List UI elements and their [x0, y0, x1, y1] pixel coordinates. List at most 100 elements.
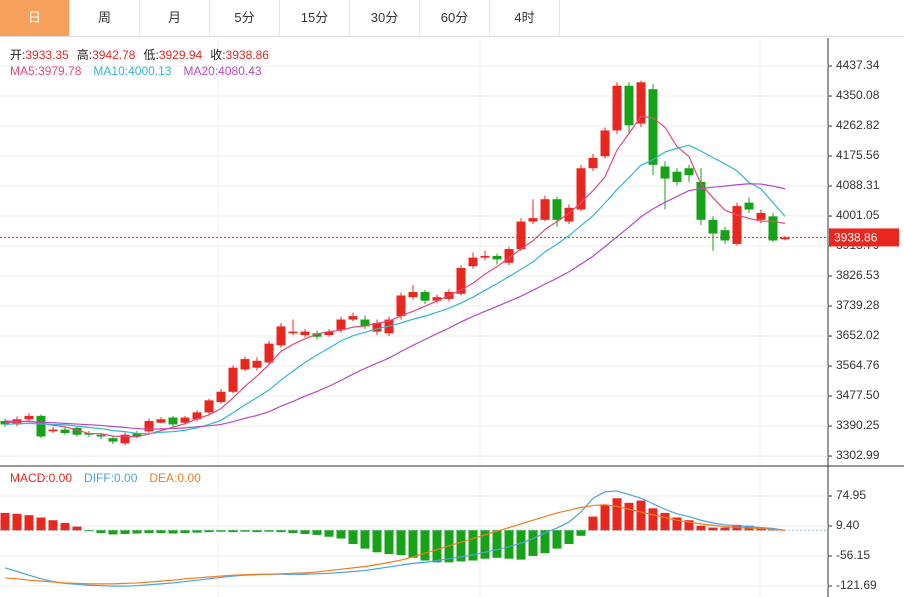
candle-body — [336, 319, 346, 330]
macd-bar — [180, 530, 190, 534]
info-value: 3933.35 — [25, 48, 69, 62]
macd-bar — [384, 530, 394, 555]
candle-body — [144, 420, 154, 432]
macd-bar — [684, 520, 694, 531]
macd-bar — [36, 517, 46, 531]
macd-bar — [336, 530, 346, 539]
macd-bar — [372, 530, 382, 553]
candle-body — [660, 166, 670, 179]
y-tick-label: 74.95 — [836, 488, 866, 502]
macd-bar — [468, 530, 478, 561]
macd-bar — [96, 530, 106, 534]
info-name: 高: — [76, 48, 93, 62]
macd-bar — [696, 525, 706, 531]
last-price-box — [829, 228, 899, 247]
macd-bar — [492, 530, 502, 558]
tab[interactable]: 5分 — [210, 0, 280, 36]
info-value: 3929.94 — [158, 48, 203, 62]
legend-value: 3979.78 — [38, 64, 82, 78]
candle-body — [672, 171, 682, 183]
macd-bar — [672, 517, 682, 531]
candle-body — [552, 199, 562, 220]
tab[interactable]: 60分 — [420, 0, 490, 36]
candle-body — [576, 168, 586, 210]
candle-body — [156, 419, 166, 423]
macd-bar — [264, 530, 274, 532]
y-tick-label: 3477.50 — [836, 388, 880, 402]
legend-name: DIFF: — [84, 471, 115, 485]
macd-line — [4, 504, 786, 585]
tab[interactable]: 月 — [140, 0, 210, 36]
macd-bar — [204, 530, 214, 533]
y-tick-label: 3390.25 — [836, 418, 880, 432]
legend-value: 4000.13 — [128, 64, 172, 78]
macd-bar — [480, 530, 490, 559]
y-tick-label: 4088.31 — [836, 178, 880, 192]
candle-body — [588, 157, 598, 169]
macd-bar — [312, 530, 322, 535]
tab[interactable]: 日 — [0, 0, 70, 36]
candle-body — [312, 333, 322, 337]
macd-bar — [612, 498, 622, 531]
candle-body — [480, 255, 490, 258]
macd-bar — [348, 530, 358, 545]
macd-bar — [72, 526, 82, 531]
macd-bar — [504, 530, 514, 559]
legend-name: MA10: — [93, 64, 129, 78]
legend-value: 4080.43 — [218, 64, 262, 78]
tab[interactable]: 15分 — [280, 0, 350, 36]
tab[interactable]: 30分 — [350, 0, 420, 36]
macd-bar — [720, 527, 730, 531]
candle-body — [720, 230, 730, 241]
candle-body — [504, 249, 514, 263]
macd-bar — [324, 530, 334, 537]
candle-body — [432, 297, 442, 301]
macd-bar — [564, 530, 574, 545]
info-name: 开: — [10, 48, 26, 62]
candle-body — [732, 206, 742, 244]
candle-body — [348, 316, 358, 320]
y-tick-label: 4350.08 — [836, 88, 880, 102]
macd-bar — [84, 530, 94, 532]
candle-body — [24, 415, 34, 420]
macd-bar — [648, 508, 658, 531]
macd-bar — [396, 530, 406, 556]
candle-body — [708, 219, 718, 234]
macd-bar — [288, 530, 298, 534]
candle-body — [396, 295, 406, 317]
candle-body — [564, 207, 574, 222]
macd-bar — [708, 527, 718, 531]
info-name: 低: — [143, 48, 159, 62]
data-layer — [0, 80, 828, 587]
macd-bar — [60, 522, 70, 531]
candle-body — [456, 267, 466, 294]
macd-bar — [528, 530, 538, 556]
candle-body — [120, 434, 130, 444]
tab[interactable]: 周 — [70, 0, 140, 36]
legend-name: MA20: — [183, 64, 219, 78]
macd-bar — [240, 530, 250, 532]
legend-value: 0.00 — [114, 471, 138, 485]
grid-layer — [0, 65, 828, 587]
candle-body — [648, 89, 658, 165]
candle-body — [756, 212, 766, 220]
macd-bar — [144, 530, 154, 534]
macd-bar — [636, 500, 646, 531]
macd-bar — [192, 530, 202, 533]
candle-body — [624, 85, 634, 126]
macd-bar — [432, 530, 442, 563]
candle-body — [288, 331, 298, 334]
tab[interactable]: 4时 — [490, 0, 560, 36]
candle-body — [168, 417, 178, 425]
candle-body — [492, 255, 502, 260]
candle-body — [204, 400, 214, 413]
macd-bar — [540, 530, 550, 554]
macd-line — [4, 490, 786, 587]
macd-bar — [168, 530, 178, 534]
info-value: 3938.86 — [225, 48, 269, 62]
macd-bar — [624, 502, 634, 531]
candle-body — [372, 322, 382, 332]
candle-body — [264, 343, 274, 363]
y-tick-label: -56.15 — [836, 548, 870, 562]
candle-body — [252, 360, 262, 368]
